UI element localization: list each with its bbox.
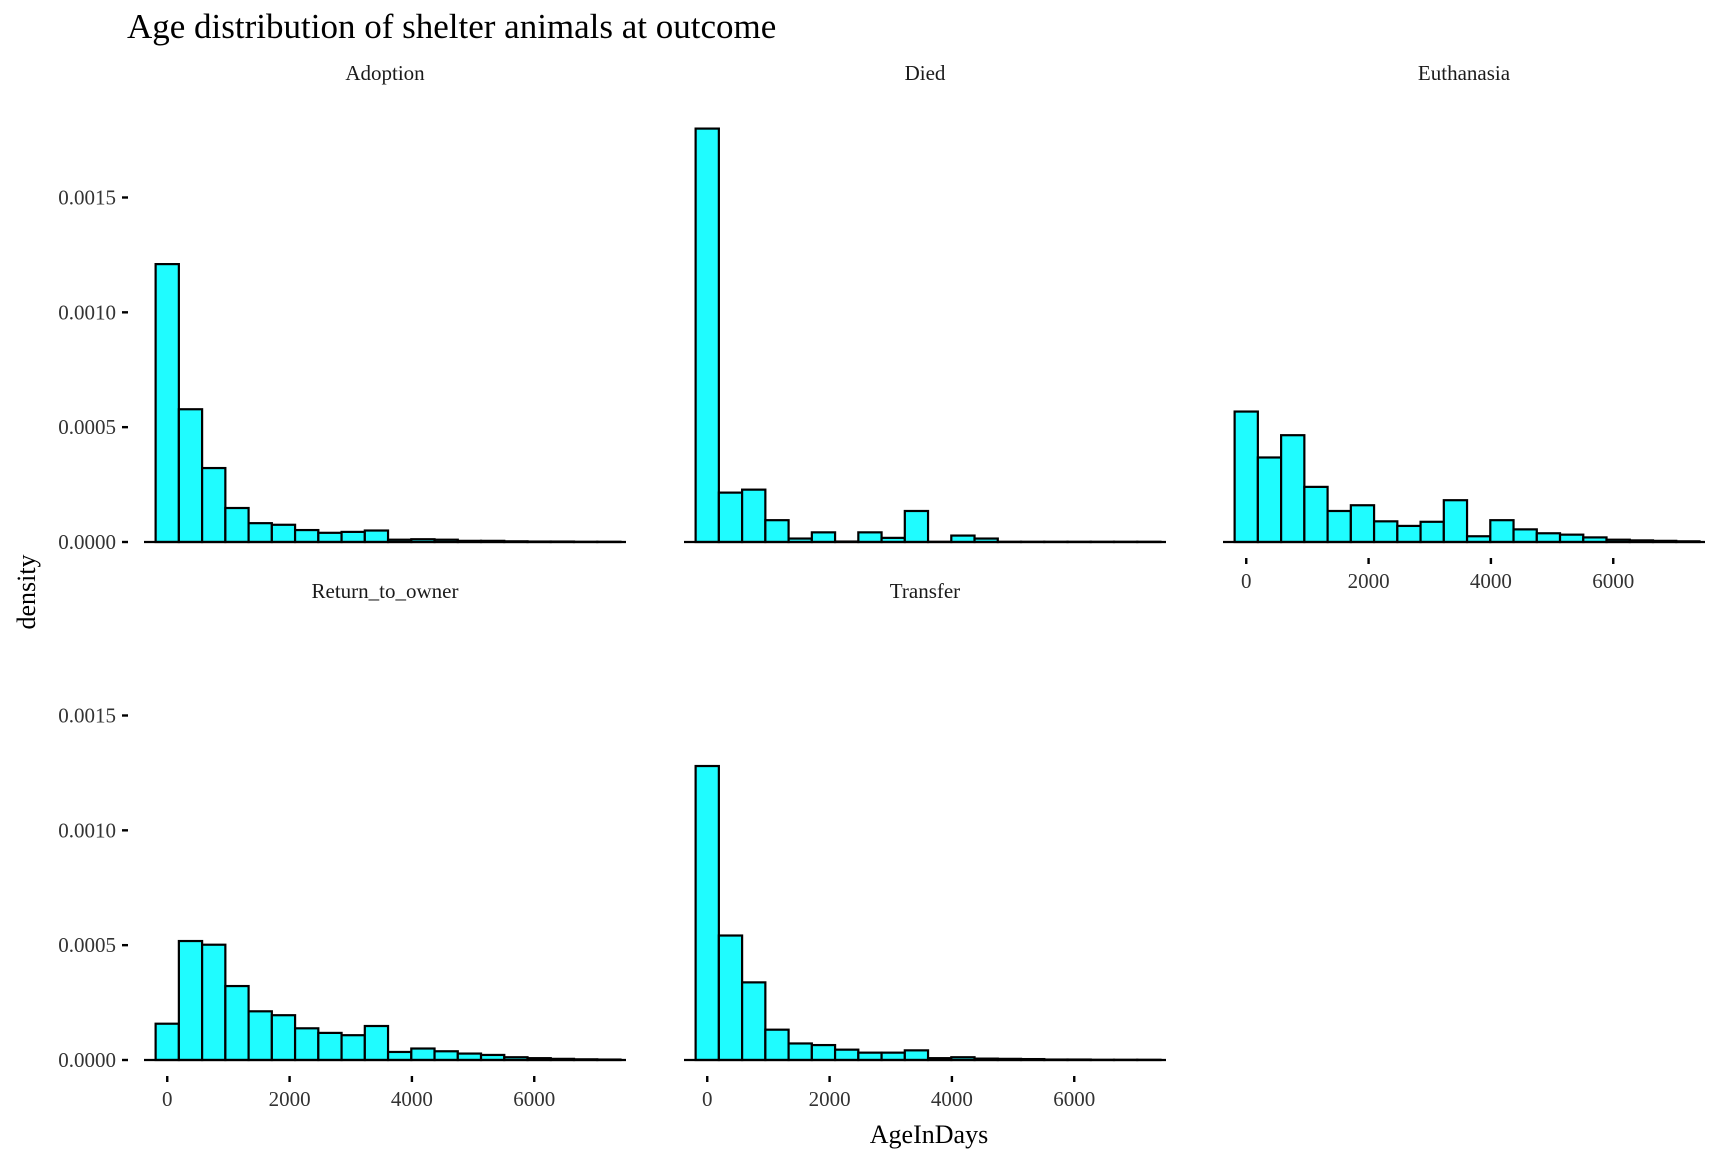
histogram-bar — [903, 1049, 930, 1062]
facet-panel: Return_to_owner 0.0000 0.0005 0.0010 0.0015 0… — [58, 579, 626, 1111]
y-tick-label: 0.0015 — [58, 185, 116, 209]
histogram-bar — [270, 1014, 297, 1062]
histogram-bar — [177, 939, 204, 1062]
facet-strip-label: Euthanasia — [1418, 61, 1511, 85]
x-tick-label: 2000 — [269, 1087, 311, 1111]
histogram-bar — [1419, 520, 1445, 544]
histogram-bar — [1489, 519, 1515, 544]
y-axis-title: density — [12, 554, 41, 629]
histogram-bar — [717, 934, 744, 1062]
histogram-bar — [1396, 524, 1422, 544]
histogram-bar — [317, 531, 343, 544]
facet-strip-label: Return_to_owner — [312, 579, 459, 603]
histogram-bar — [741, 981, 767, 1062]
histogram-bar — [1372, 520, 1399, 544]
y-tick-label: 0.0005 — [58, 415, 116, 439]
histogram-bar — [1535, 532, 1562, 544]
x-tick-label: 4000 — [391, 1087, 433, 1111]
facet-panels: Adoption 0.0000 0.0005 0.0010 0.0015 Died Euth… — [58, 61, 1705, 1111]
histogram-bar — [410, 1047, 436, 1062]
histogram-bar — [1442, 499, 1469, 544]
histogram-bar — [247, 1010, 273, 1062]
histogram-bar — [857, 1051, 883, 1062]
histogram-bar — [340, 530, 366, 544]
histogram-bar — [810, 1043, 837, 1062]
y-tick-label: 0.0000 — [58, 1048, 116, 1072]
x-tick-label: 4000 — [931, 1087, 973, 1111]
histogram-bar — [1512, 528, 1538, 544]
facet-strip-label: Adoption — [345, 61, 425, 85]
histogram-bar — [880, 1051, 906, 1062]
y-tick-label: 0.0010 — [58, 818, 116, 842]
x-tick-label: 6000 — [1592, 569, 1634, 593]
facet-panel: Adoption 0.0000 0.0005 0.0010 0.0015 — [58, 61, 626, 554]
x-axis-title: AgeInDays — [870, 1120, 988, 1149]
histogram-bar — [1280, 434, 1306, 544]
x-tick-label: 0 — [1241, 569, 1252, 593]
facet-strip-label: Died — [905, 61, 946, 85]
histogram-bar — [201, 943, 227, 1062]
histogram-bar — [386, 1050, 413, 1062]
facet-strip-label: Transfer — [890, 579, 960, 603]
histogram-bar — [224, 984, 250, 1062]
facet-panel: Died — [684, 61, 1166, 544]
x-tick-label: 2000 — [809, 1087, 851, 1111]
facet-panel: Euthanasia 0 2000 4000 6000 — [1223, 61, 1705, 593]
histogram-bar — [154, 1022, 180, 1062]
x-tick-label: 4000 — [1470, 569, 1512, 593]
histogram-bar — [741, 488, 767, 544]
histogram-bar — [1233, 410, 1259, 544]
x-tick-label: 0 — [162, 1087, 173, 1111]
x-tick-label: 6000 — [1053, 1087, 1095, 1111]
histogram-bar — [1326, 509, 1352, 544]
y-tick-label: 0.0010 — [58, 300, 116, 324]
y-tick-label: 0.0005 — [58, 933, 116, 957]
histogram-bar — [787, 1042, 813, 1062]
histogram-bar — [764, 519, 790, 544]
histogram-bar — [270, 523, 297, 544]
chart-title: Age distribution of shelter animals at o… — [127, 7, 776, 46]
facet-panel: Transfer 0 2000 4000 6000 — [684, 579, 1166, 1111]
histogram-bar — [1256, 456, 1283, 544]
histogram-bar — [363, 529, 390, 544]
y-tick-label: 0.0015 — [58, 703, 116, 727]
histogram-bar — [903, 509, 930, 544]
histogram-bar — [201, 466, 227, 544]
histogram-bar — [317, 1031, 343, 1062]
x-tick-label: 2000 — [1348, 569, 1390, 593]
histogram-bar — [1303, 485, 1329, 544]
histogram-bar — [293, 1027, 320, 1062]
histogram-bar — [340, 1034, 366, 1062]
histogram-bar — [810, 531, 837, 544]
histogram-bar — [293, 528, 320, 544]
histogram-bar — [247, 522, 273, 544]
histogram-bar — [764, 1028, 790, 1062]
histogram-bar — [154, 263, 180, 544]
x-tick-label: 0 — [702, 1087, 713, 1111]
histogram-bar — [694, 764, 720, 1062]
histogram-bar — [1558, 533, 1585, 544]
histogram-bar — [857, 531, 883, 544]
histogram-bar — [363, 1024, 390, 1062]
histogram-bar — [224, 506, 250, 544]
y-tick-label: 0.0000 — [58, 530, 116, 554]
histogram-bar — [717, 491, 744, 544]
histogram-bar — [833, 1048, 860, 1062]
histogram-bar — [694, 127, 720, 544]
histogram-bar — [177, 408, 204, 544]
x-tick-label: 6000 — [513, 1087, 555, 1111]
histogram-bar — [1349, 504, 1376, 544]
histogram-bar — [433, 1050, 459, 1062]
